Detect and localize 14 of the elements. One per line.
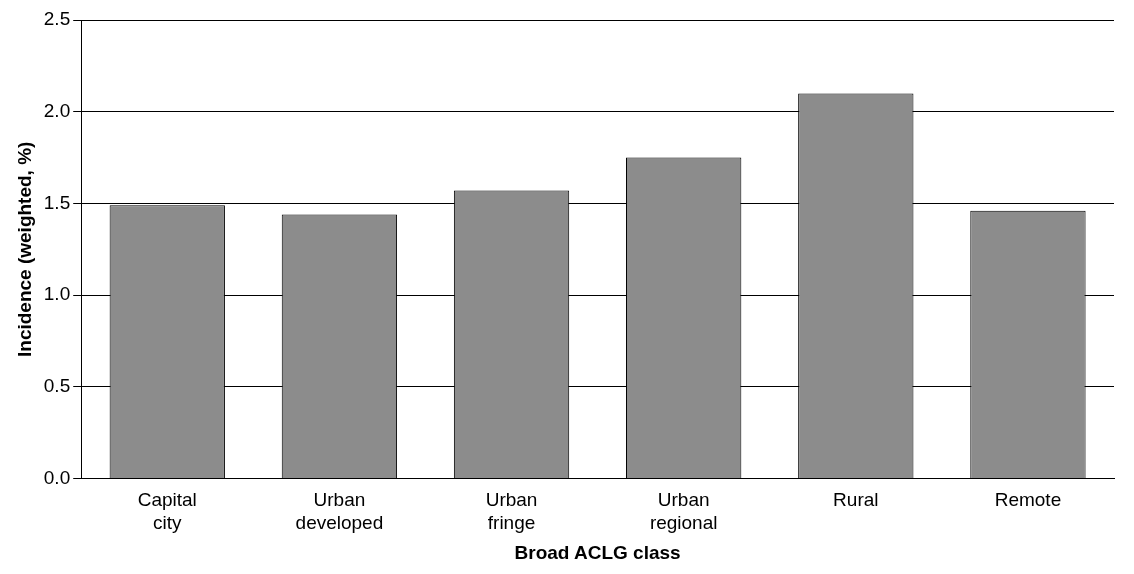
- x-tick-label: Rural: [833, 489, 879, 511]
- x-tick-label: Urban developed: [295, 489, 384, 534]
- y-tick-label: 1.5: [43, 191, 71, 213]
- y-tick-label: 0.5: [43, 375, 71, 397]
- y-tick-label: 0.0: [43, 466, 71, 488]
- x-tick-label: Urban regional: [649, 489, 718, 534]
- y-tick-label: 2.5: [43, 8, 71, 30]
- y-tick-label: 2.0: [43, 99, 71, 121]
- x-tick-label: Capital city: [137, 489, 197, 534]
- x-axis-title: Broad ACLG class: [514, 541, 681, 563]
- x-tick-label: Remote: [994, 489, 1062, 511]
- y-axis-title: Incidence (weighted, %): [13, 141, 35, 357]
- x-tick-label: Urban fringe: [485, 489, 538, 534]
- y-tick-label: 1.0: [43, 283, 71, 305]
